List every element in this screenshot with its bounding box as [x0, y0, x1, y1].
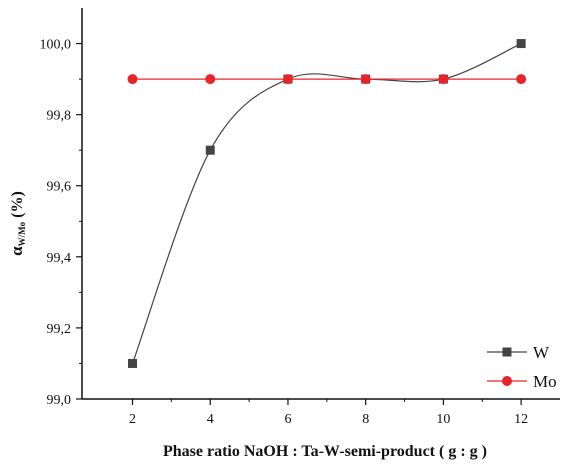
y-tick-label: 99,4 — [47, 251, 72, 266]
x-tick-label: 6 — [284, 412, 291, 427]
y-tick-label: 99,8 — [47, 109, 72, 124]
legend: W Mo — [487, 343, 557, 391]
data-point-mo — [127, 74, 138, 85]
ticks: 99,0 99,2 99,4 99,6 99,8 100,0 2 4 6 8 10 12 — [40, 38, 529, 427]
x-axis-title: Phase ratio NaOH : Ta-W-semi-product ( g… — [163, 443, 487, 460]
axes — [81, 8, 560, 400]
data-point-mo — [360, 74, 371, 85]
data-point-mo — [438, 74, 449, 85]
x-tick-label: 2 — [129, 412, 136, 427]
data-point-mo — [205, 74, 216, 85]
y-axis-title: αW/Mo (%) — [7, 191, 27, 256]
y-tick-label: 99,0 — [47, 393, 72, 408]
y-axis-title-unit: (%) — [9, 191, 26, 218]
data-point-mo — [282, 74, 293, 85]
x-tick-label: 4 — [207, 412, 214, 427]
x-tick-label: 12 — [514, 412, 528, 427]
legend-marker-w — [502, 347, 512, 357]
x-tick-label: 10 — [436, 412, 450, 427]
y-axis-title-subscript: W/Mo — [17, 221, 27, 246]
y-tick-label: 99,2 — [47, 322, 72, 337]
plot-lines — [131, 42, 522, 364]
legend-marker-mo — [502, 376, 512, 386]
data-point-w — [516, 39, 526, 49]
plot-markers — [127, 39, 527, 368]
legend-label-mo: Mo — [533, 372, 557, 391]
legend-label-w: W — [533, 343, 550, 362]
data-point-mo — [516, 74, 527, 85]
data-point-w — [205, 145, 215, 155]
series-line-w — [131, 42, 522, 364]
data-point-w — [128, 358, 138, 368]
y-tick-label: 99,6 — [47, 180, 72, 195]
x-tick-label: 8 — [362, 412, 369, 427]
y-tick-label: 100,0 — [40, 38, 72, 53]
y-axis-title-symbol: α — [7, 246, 26, 256]
